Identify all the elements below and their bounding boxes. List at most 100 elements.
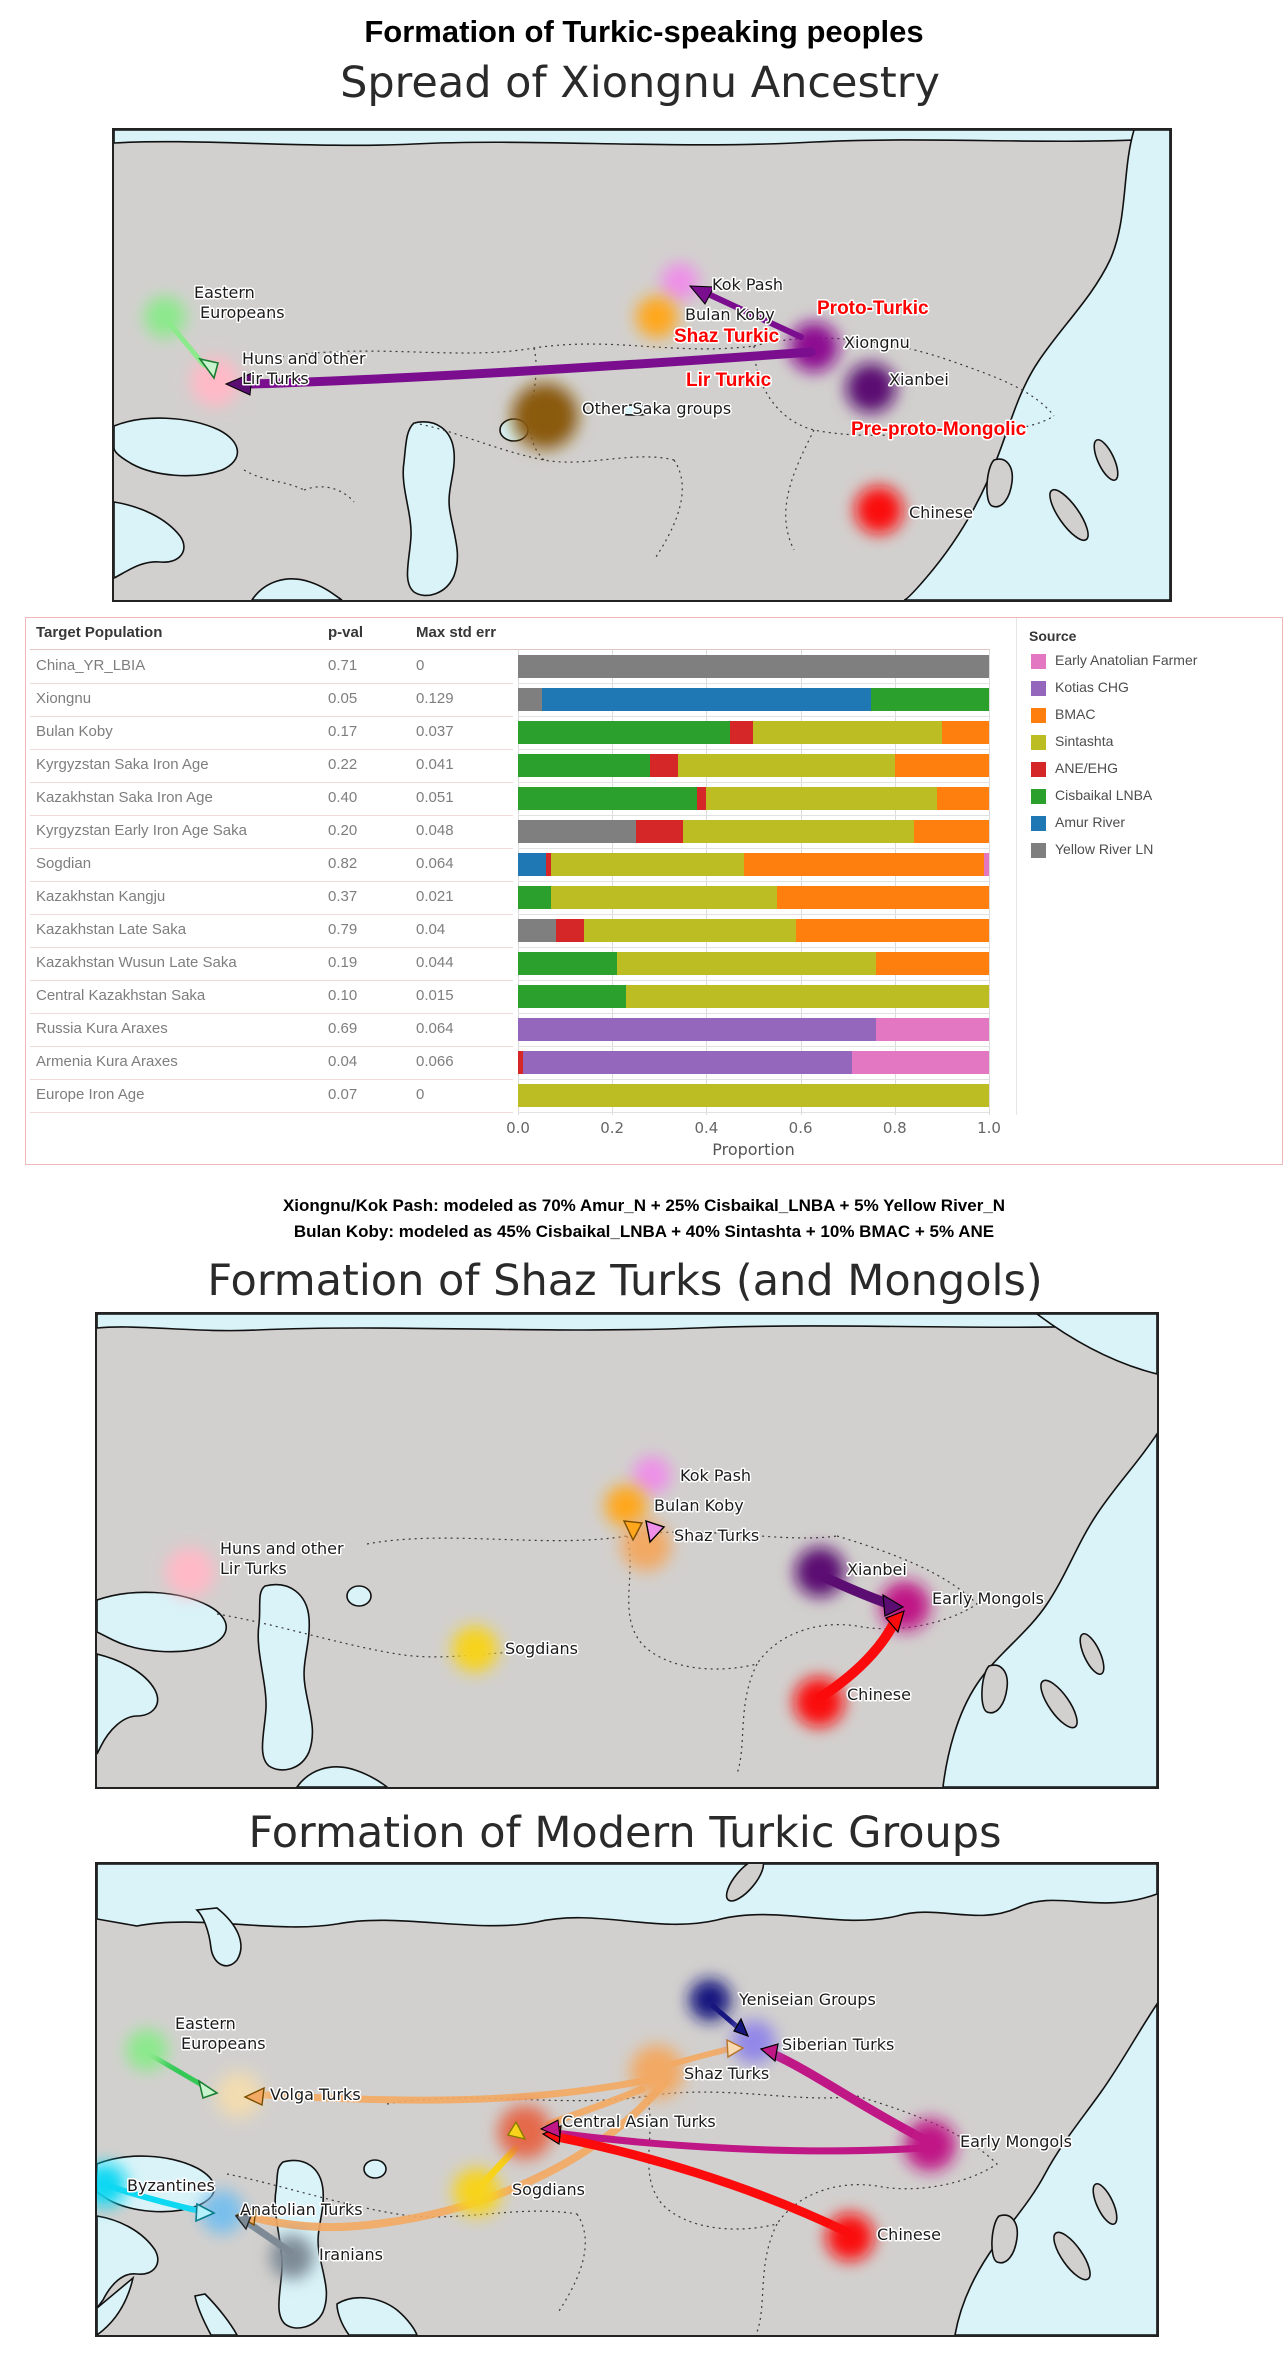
- col-header-target: Target Population: [36, 624, 163, 641]
- cell-target: Russia Kura Araxes: [36, 1020, 168, 1037]
- cell-target: Kazakhstan Late Saka: [36, 921, 187, 938]
- bar-segment: [518, 1051, 523, 1074]
- legend-label: Sintashta: [1055, 733, 1114, 749]
- label-shaz-turks: Shaz Turks: [674, 1526, 759, 1545]
- bar-segment: [678, 754, 895, 777]
- arrowhead-shaz-violet: [645, 1519, 666, 1544]
- bar-segment: [518, 820, 636, 843]
- cell-pval: 0.19: [328, 954, 358, 971]
- bar-segment: [518, 1084, 989, 1107]
- blob-yeniseian-groups: [689, 1979, 731, 2021]
- cell-maxstderr: 0.044: [416, 954, 454, 971]
- label-iranians: Iranians: [319, 2245, 383, 2264]
- bar-segment: [941, 721, 989, 744]
- bar-segment: [875, 952, 989, 975]
- cell-maxstderr: 0: [416, 657, 425, 674]
- legend-swatch: [1031, 654, 1046, 669]
- cell-target: Kyrgyzstan Early Iron Age Saka: [36, 822, 247, 839]
- bar-segment: [744, 853, 985, 876]
- gridline: [800, 650, 802, 1115]
- cell-maxstderr: 0.129: [416, 690, 454, 707]
- legend-label: ANE/EHG: [1055, 760, 1119, 776]
- cell-target: Xiongnu: [36, 690, 92, 707]
- bar-segment: [522, 1051, 853, 1074]
- row-separator: [30, 914, 513, 915]
- korea-peninsula: [986, 458, 1014, 508]
- annotation-lir-turkic: Lir Turkic: [686, 370, 772, 391]
- bar-segment: [518, 853, 547, 876]
- legend-label: Cisbaikal LNBA: [1055, 787, 1153, 803]
- label-eastern-europeans-line1: Eastern: [194, 283, 255, 302]
- bar-segment: [518, 688, 542, 711]
- arrowhead-siberian-orange: [726, 2038, 745, 2059]
- bar-row-separator: [518, 914, 989, 915]
- arrowhead-siberian-magenta: [759, 2043, 779, 2063]
- table-row: Kazakhstan Wusun Late Saka 0.19 0.044: [26, 947, 513, 980]
- mediterranean-sea: [114, 501, 185, 579]
- cell-maxstderr: 0.064: [416, 1020, 454, 1037]
- bar-segment: [871, 688, 989, 711]
- stacked-bar: [518, 952, 989, 975]
- label-eastern-europeans-line2: Europeans: [200, 303, 285, 322]
- cell-pval: 0.37: [328, 888, 358, 905]
- label-chinese: Chinese: [877, 2225, 941, 2244]
- korea-peninsula: [991, 2214, 1019, 2264]
- cell-pval: 0.40: [328, 789, 358, 806]
- legend-title: Source: [1029, 628, 1077, 644]
- cell-target: Kyrgyzstan Saka Iron Age: [36, 756, 209, 773]
- arrow-xiongnu-to-kok-pash: [703, 290, 804, 340]
- cell-pval: 0.71: [328, 657, 358, 674]
- row-separator: [30, 815, 513, 816]
- label-xiongnu: Xiongnu: [844, 333, 910, 352]
- admixture-panel: Target Population p-val Max std err Chin…: [25, 617, 1283, 1165]
- cell-maxstderr: 0.066: [416, 1053, 454, 1070]
- bar-row-separator: [518, 980, 989, 981]
- cell-pval: 0.82: [328, 855, 358, 872]
- label-huns-line2: Lir Turks: [242, 369, 309, 388]
- bar-segment: [518, 985, 627, 1008]
- table-row: Europe Iron Age 0.07 0: [26, 1079, 513, 1112]
- arrowhead-huns: [198, 357, 219, 380]
- legend-swatch: [1031, 816, 1046, 831]
- cell-pval: 0.07: [328, 1086, 358, 1103]
- label-kok-pash: Kok Pash: [680, 1466, 751, 1485]
- bar-row-separator: [518, 815, 989, 816]
- korea-peninsula: [981, 1664, 1009, 1714]
- mediterranean-sea: [97, 1653, 159, 1755]
- cell-maxstderr: 0: [416, 1086, 425, 1103]
- table-row: Kazakhstan Late Saka 0.79 0.04: [26, 914, 513, 947]
- arrowhead-early-mongols-purple: [882, 1593, 905, 1617]
- blob-volga-turks: [216, 2072, 262, 2118]
- label-huns-line1: Huns and other: [242, 349, 366, 368]
- table-row: Kazakhstan Kangju 0.37 0.021: [26, 881, 513, 914]
- mediterranean-sea: [97, 2215, 159, 2310]
- aral-sea: [346, 1585, 372, 1607]
- annotation-shaz-turkic: Shaz Turkic: [674, 326, 780, 347]
- table-row: Kyrgyzstan Saka Iron Age 0.22 0.041: [26, 749, 513, 782]
- blob-central-asian-turks: [498, 2105, 552, 2159]
- blob-sogdians: [453, 2168, 501, 2216]
- novaya-zemlya: [725, 1864, 765, 1902]
- japan-island-2: [1079, 1632, 1105, 1676]
- cell-target: Sogdian: [36, 855, 92, 872]
- figure-title: Formation of Turkic-speaking peoples: [364, 14, 924, 49]
- black-sea: [114, 417, 239, 477]
- cell-target: Central Kazakhstan Saka: [36, 987, 206, 1004]
- bar-segment: [583, 919, 796, 942]
- table-row: China_YR_LBIA 0.71 0: [26, 650, 513, 683]
- label-byzantines: Byzantines: [127, 2176, 215, 2195]
- arrowhead-volga-orange: [243, 2086, 265, 2107]
- bar-row-separator: [518, 881, 989, 882]
- legend-label: Kotias CHG: [1055, 679, 1129, 695]
- arrow-mongols-to-central-asia: [551, 2129, 927, 2155]
- arrow-shaz-to-volga: [261, 2074, 661, 2104]
- row-separator: [30, 782, 513, 783]
- label-chinese: Chinese: [909, 503, 973, 522]
- table-row: Armenia Kura Araxes 0.04 0.066: [26, 1046, 513, 1079]
- bar-segment: [682, 820, 914, 843]
- label-anatolian-turks: Anatolian Turks: [240, 2200, 363, 2219]
- arrowhead-volga-green: [197, 2079, 219, 2100]
- caspian-sea: [402, 421, 459, 597]
- row-separator: [30, 848, 513, 849]
- blob-other-saka: [512, 383, 578, 449]
